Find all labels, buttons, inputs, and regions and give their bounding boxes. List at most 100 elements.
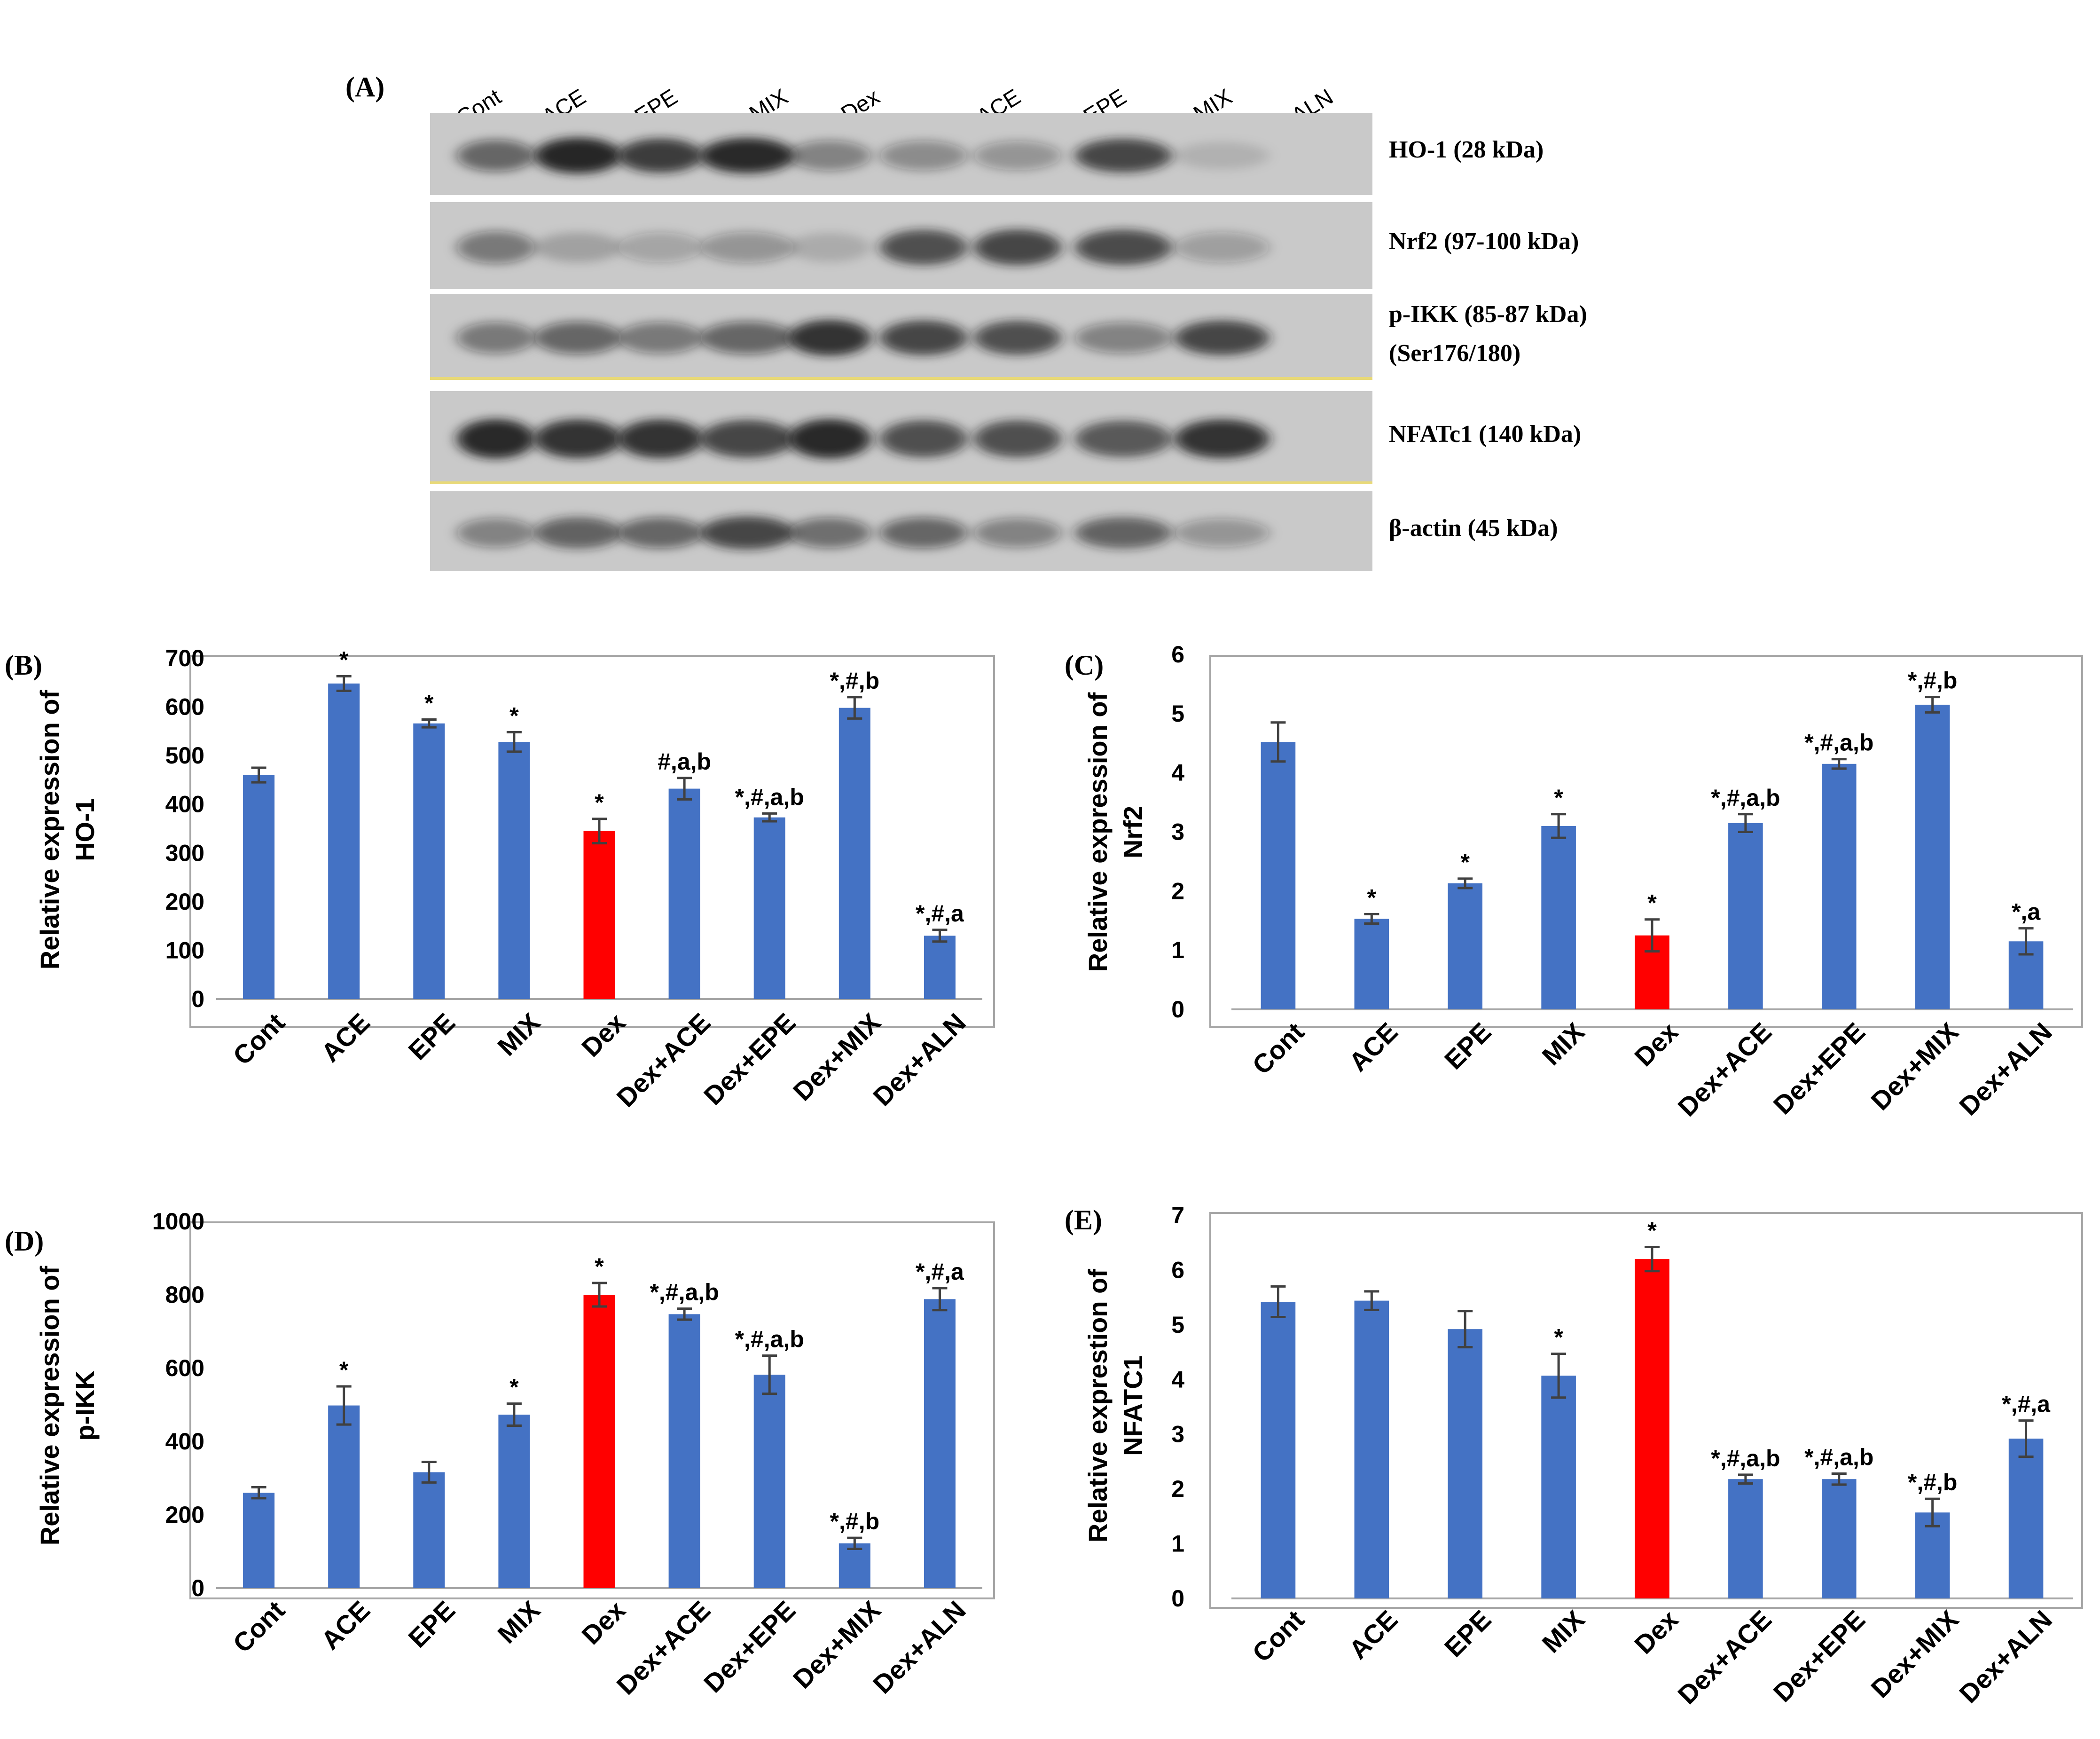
y-tick-label: 700	[165, 645, 204, 671]
x-tick-label: Cont	[227, 1595, 290, 1659]
protein-band	[788, 419, 871, 459]
significance-label: *	[1554, 785, 1563, 811]
x-tick-label: Dex+MIX	[1865, 1017, 1964, 1116]
x-tick-label: MIX	[492, 1007, 546, 1062]
plot-frame	[189, 655, 995, 1028]
panel-label: (B)	[5, 650, 42, 681]
significance-label: *	[1647, 1218, 1657, 1244]
x-tick-label: Cont	[1246, 1605, 1310, 1668]
y-tick-label: 800	[165, 1282, 204, 1308]
bar	[1635, 1259, 1669, 1598]
significance-label: *,#,a,b	[1711, 1445, 1780, 1471]
x-tick-label: ACE	[315, 1007, 376, 1068]
y-tick-label: 3	[1171, 1421, 1184, 1448]
y-axis-label-line1: Relative expression of	[35, 1266, 64, 1545]
x-tick-label: Dex+ACE	[1672, 1605, 1777, 1710]
protein-band	[457, 231, 535, 264]
y-tick-label: 100	[165, 937, 204, 963]
blot-row	[430, 491, 1372, 571]
y-axis-label-line2: HO-1	[70, 798, 100, 861]
protein-band	[974, 420, 1061, 457]
y-tick-label: 400	[165, 1428, 204, 1455]
significance-label: *,#,a,b	[1804, 730, 1873, 756]
y-tick-label: 2	[1171, 1476, 1184, 1502]
protein-band	[457, 322, 535, 354]
significance-label: *,#,a,b	[1711, 785, 1780, 811]
bar	[583, 1295, 615, 1588]
protein-band	[618, 138, 703, 173]
protein-band	[700, 138, 795, 173]
bar	[1354, 919, 1389, 1009]
bar	[838, 708, 870, 999]
x-tick-label: EPE	[402, 1595, 461, 1653]
significance-label: *	[595, 789, 604, 816]
x-tick-label: Dex	[576, 1007, 631, 1062]
bar	[668, 1314, 700, 1588]
protein-band	[974, 518, 1061, 548]
bar	[1728, 823, 1763, 1009]
x-tick-label: MIX	[1536, 1605, 1590, 1659]
y-axis-label-line1: Relative expression of	[1083, 692, 1113, 972]
significance-label: *,#,a	[916, 900, 964, 927]
bar	[243, 1493, 275, 1588]
panel-label-a: (A)	[345, 71, 384, 102]
protein-band	[1075, 517, 1172, 549]
significance-label: *,#,b	[1908, 668, 1958, 694]
protein-band	[1075, 139, 1172, 173]
significance-label: *,#,a	[2002, 1391, 2051, 1417]
significance-label: *	[339, 646, 349, 673]
significance-label: *,#,b	[830, 668, 880, 694]
x-tick-label: Dex+ACE	[611, 1007, 716, 1113]
protein-band	[1175, 519, 1269, 547]
x-tick-label: Dex+ALN	[1953, 1605, 2058, 1709]
y-tick-label: 200	[165, 889, 204, 915]
blot-row-label: NFATc1 (140 kDa)	[1389, 421, 1581, 448]
protein-band	[534, 138, 622, 173]
significance-label: *,#,a	[916, 1259, 964, 1285]
blot-row-label: β-actin (45 kDa)	[1389, 515, 1558, 542]
protein-band	[880, 141, 967, 171]
x-tick-label: MIX	[492, 1595, 546, 1649]
x-tick-label: Dex+EPE	[1768, 1605, 1871, 1708]
protein-band	[618, 419, 703, 458]
protein-band	[618, 232, 703, 263]
x-tick-label: Cont	[227, 1007, 290, 1071]
protein-band	[880, 420, 967, 457]
y-tick-label: 0	[1171, 1585, 1184, 1612]
significance-label: *	[1647, 890, 1657, 916]
significance-label: *	[339, 1357, 349, 1383]
protein-band	[880, 517, 967, 549]
significance-label: *	[1367, 884, 1377, 911]
bar	[1821, 1479, 1857, 1598]
bar	[243, 775, 275, 999]
y-tick-label: 0	[191, 986, 204, 1012]
significance-label: *	[595, 1253, 604, 1280]
protein-band	[700, 420, 795, 458]
y-tick-label: 1	[1171, 1531, 1184, 1557]
bar	[583, 831, 615, 999]
protein-band	[974, 229, 1061, 266]
protein-band	[1175, 142, 1269, 170]
protein-band	[534, 321, 622, 354]
y-tick-label: 0	[191, 1575, 204, 1601]
bar	[1448, 883, 1483, 1009]
x-tick-label: ACE	[315, 1595, 376, 1655]
significance-label: *	[509, 702, 519, 729]
y-tick-label: 200	[165, 1502, 204, 1528]
bar	[498, 742, 530, 999]
bar	[498, 1415, 530, 1588]
protein-band	[1175, 320, 1269, 355]
significance-label: *,#,a,b	[735, 1326, 804, 1352]
bar	[1728, 1479, 1763, 1598]
x-tick-label: Dex+ALN	[867, 1007, 972, 1112]
protein-band	[974, 321, 1061, 355]
bar	[924, 936, 956, 999]
bar	[2008, 1439, 2044, 1598]
protein-band	[457, 419, 535, 459]
blot-row	[430, 294, 1372, 380]
plot-frame	[1209, 655, 2083, 1028]
panel-label: (D)	[5, 1226, 44, 1257]
blot-row-label: Nrf2 (97-100 kDa)	[1389, 228, 1579, 255]
y-axis-label-line1: Relative expression of	[35, 690, 64, 969]
